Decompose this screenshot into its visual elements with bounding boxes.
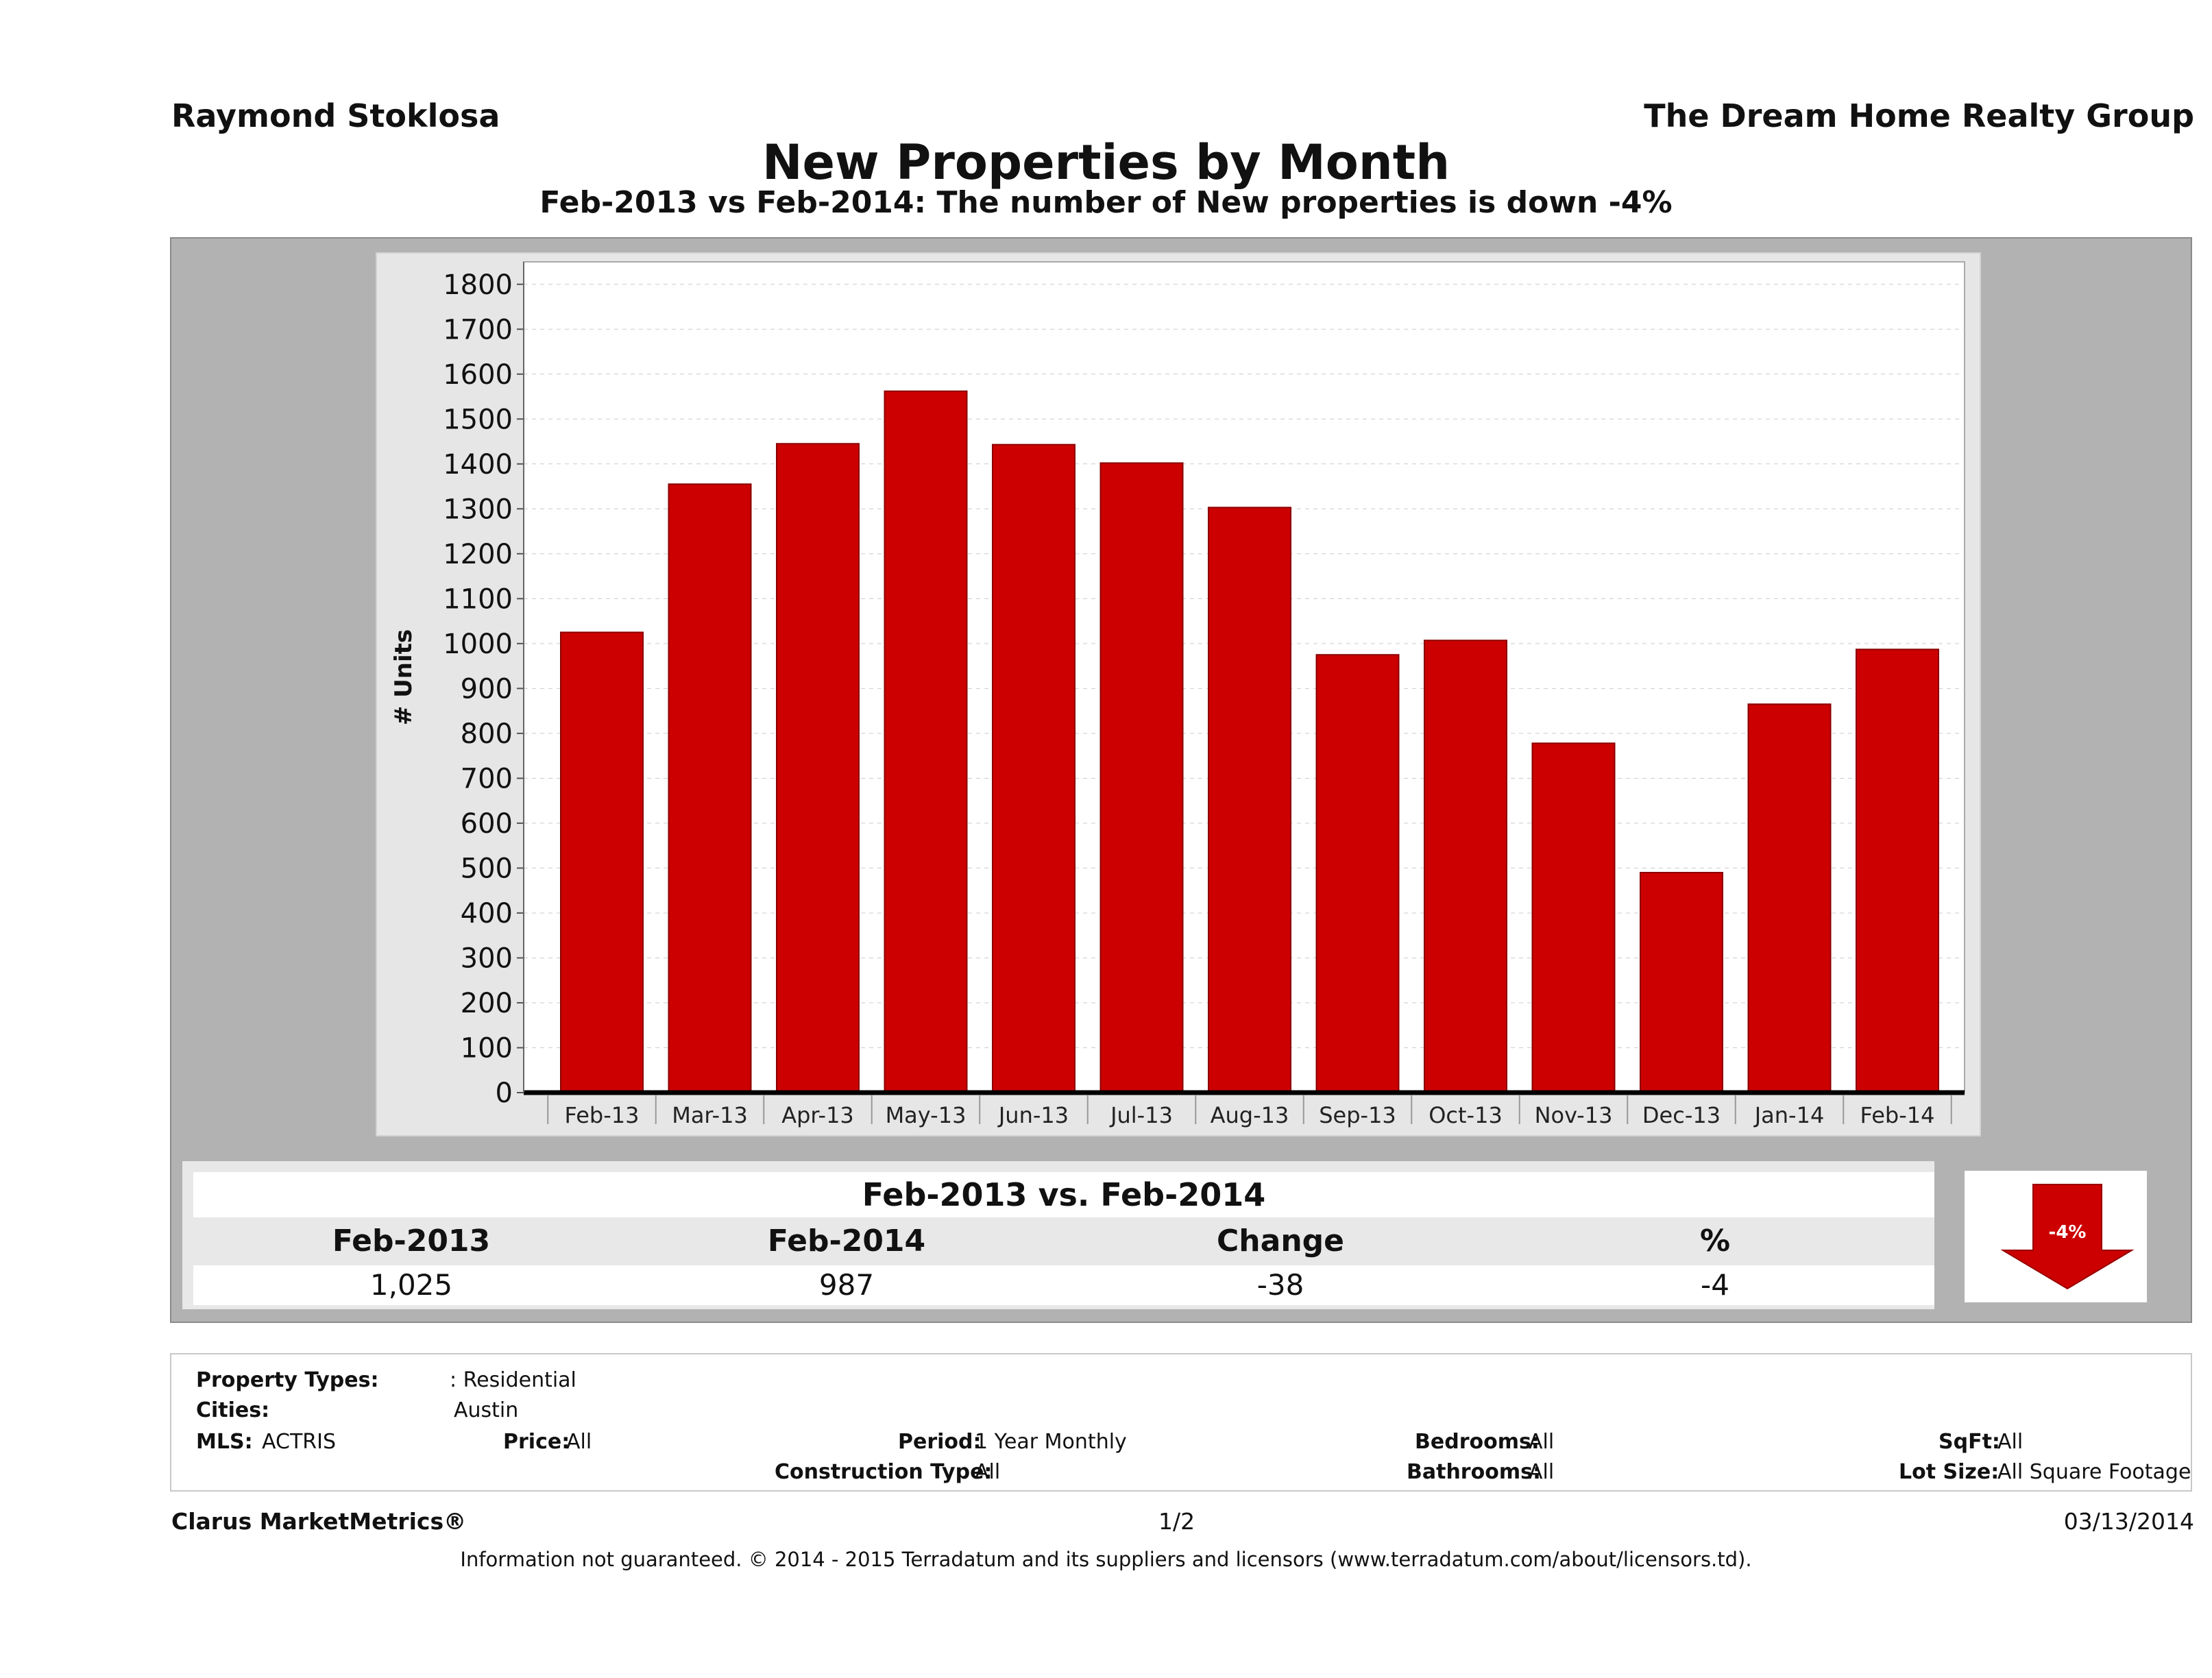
- bar: [560, 631, 644, 1093]
- report-date: 03/13/2014: [2063, 1508, 2194, 1535]
- bar: [1747, 703, 1832, 1093]
- construction-type-label: Construction Type:: [775, 1460, 993, 1484]
- y-tick-label: 900: [461, 673, 513, 705]
- comparison-value-change: -38: [1256, 1268, 1304, 1302]
- sqft-value: All: [1997, 1430, 2023, 1454]
- bar: [1208, 507, 1291, 1093]
- price-value: All: [566, 1430, 592, 1454]
- bar: [1640, 871, 1723, 1093]
- down-arrow-icon: [2000, 1184, 2135, 1290]
- x-tick-label: May-13: [886, 1102, 967, 1128]
- x-tick-label: Jun-13: [997, 1102, 1069, 1128]
- x-tick-label: Feb-13: [565, 1102, 640, 1128]
- x-tick-label: Nov-13: [1535, 1102, 1613, 1128]
- change-indicator: -4%: [1965, 1171, 2147, 1302]
- x-tick-label: Oct-13: [1429, 1102, 1503, 1128]
- price-label: Price:: [503, 1430, 570, 1454]
- bar: [776, 443, 860, 1094]
- x-tick-label: Apr-13: [781, 1102, 854, 1128]
- bar: [1099, 462, 1184, 1093]
- x-tick-label: Sep-13: [1319, 1102, 1396, 1128]
- footer-brand: Clarus MarketMetrics®: [171, 1508, 467, 1535]
- x-tick-label: Mar-13: [672, 1102, 748, 1128]
- comparison-values-row: [193, 1265, 1934, 1305]
- bar: [884, 390, 968, 1094]
- y-axis-label: # Units: [390, 629, 417, 725]
- comparison-header-end: Feb-2014: [767, 1224, 926, 1258]
- y-tick-label: 500: [461, 853, 513, 884]
- sqft-label: SqFt:: [1938, 1430, 2000, 1454]
- y-tick-label: 1400: [443, 449, 513, 481]
- y-tick-label: 1300: [443, 494, 513, 525]
- bar-chart: 0 100 200 300 400 500 600 700 800 900 1000 1100 1200…: [390, 261, 1965, 1128]
- change-badge-text: -4%: [2049, 1222, 2087, 1243]
- y-tick-label: 100: [461, 1032, 513, 1064]
- comparison-title: Feb-2013 vs. Feb-2014: [193, 1172, 1934, 1217]
- x-tick-label: Jul-13: [1109, 1102, 1173, 1128]
- period-label: Period:: [898, 1430, 982, 1454]
- lot-size-value: All Square Footage: [1997, 1460, 2191, 1484]
- bathrooms-value: All: [1529, 1460, 1555, 1484]
- period-value: 1 Year Monthly: [975, 1430, 1127, 1454]
- y-tick-label: 400: [461, 898, 513, 929]
- page-title: New Properties by Month: [762, 134, 1450, 191]
- comparison-header-change: Change: [1217, 1224, 1344, 1258]
- filters-panel: Property Types: : Residential Cities: Au…: [170, 1353, 2192, 1492]
- bedrooms-value: All: [1529, 1430, 1555, 1454]
- x-tick-label: Dec-13: [1642, 1102, 1721, 1128]
- y-tick-label: 200: [461, 988, 513, 1019]
- x-tick-label: Jan-14: [1753, 1102, 1825, 1128]
- y-tick-label: 1500: [443, 404, 513, 435]
- bar: [1531, 742, 1616, 1093]
- y-tick-label: 1600: [443, 359, 513, 391]
- company-name: The Dream Home Realty Group: [1644, 97, 2194, 134]
- disclaimer: Information not guaranteed. © 2014 - 201…: [460, 1548, 1752, 1571]
- y-tick-label: 1800: [443, 269, 513, 301]
- y-tick-label: 300: [461, 943, 513, 974]
- comparison-value-start: 1,025: [369, 1268, 453, 1302]
- construction-type-value: All: [975, 1460, 1001, 1484]
- cities-value: Austin: [454, 1398, 519, 1422]
- bedrooms-label: Bedrooms:: [1415, 1430, 1540, 1454]
- bar: [668, 483, 752, 1094]
- property-types-label: Property Types:: [196, 1368, 379, 1392]
- x-tick-label: Aug-13: [1211, 1102, 1289, 1128]
- x-tick-label: Feb-14: [1860, 1102, 1935, 1128]
- y-tick-label: 1700: [443, 314, 513, 345]
- comparison-value-percent: -4: [1701, 1268, 1729, 1302]
- y-tick-label: 600: [461, 808, 513, 840]
- comparison-header-percent: %: [1699, 1224, 1731, 1258]
- comparison-header-start: Feb-2013: [332, 1224, 491, 1258]
- agent-name: Raymond Stoklosa: [171, 97, 500, 134]
- y-tick-label: 1100: [443, 583, 513, 615]
- page-subtitle: Feb-2013 vs Feb-2014: The number of New …: [539, 185, 1673, 220]
- mls-value: ACTRIS: [262, 1430, 337, 1454]
- y-tick-label: 1000: [443, 629, 513, 660]
- bathrooms-label: Bathrooms:: [1407, 1460, 1541, 1484]
- cities-label: Cities:: [196, 1398, 270, 1422]
- comparison-value-end: 987: [818, 1268, 875, 1302]
- mls-label: MLS:: [196, 1430, 253, 1454]
- lot-size-label: Lot Size:: [1899, 1460, 2000, 1484]
- y-tick-label: 700: [461, 763, 513, 794]
- page-number: 1/2: [1158, 1508, 1195, 1535]
- y-tick-label: 0: [496, 1078, 513, 1109]
- bar: [1424, 640, 1507, 1093]
- y-tick-label: 1200: [443, 539, 513, 570]
- property-types-value: : Residential: [450, 1368, 576, 1392]
- bar: [1315, 654, 1400, 1093]
- bar: [1856, 648, 1939, 1093]
- bar: [992, 443, 1075, 1093]
- y-tick-label: 800: [461, 718, 513, 750]
